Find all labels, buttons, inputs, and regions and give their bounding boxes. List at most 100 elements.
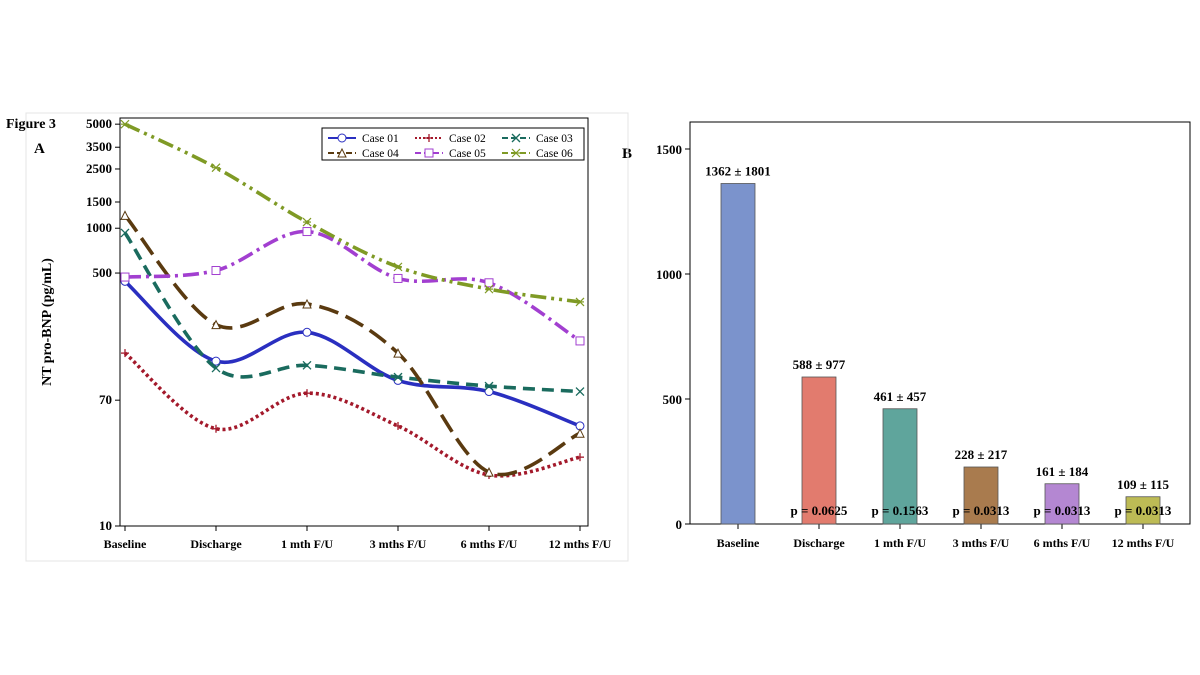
data-point-case-03-0 <box>120 228 130 238</box>
panel-b-x-tick-label: 6 mths F/U <box>1034 536 1091 550</box>
bar-value-label: 1362 ± 1801 <box>705 164 771 179</box>
panel-b-label: B <box>622 146 632 162</box>
data-point-case-02-2 <box>303 389 311 398</box>
figure-label: Figure 3 <box>6 117 56 132</box>
data-point-case-05-2 <box>302 227 312 237</box>
bar-value-label: 109 ± 115 <box>1117 477 1169 492</box>
legend-entry: Case 03 <box>536 133 573 145</box>
data-point-case-05-0 <box>120 272 130 282</box>
panel-b-x-tick-label: Discharge <box>793 536 845 550</box>
panel-b-x-tick-label: 1 mth F/U <box>874 536 926 550</box>
data-point-case-03-2 <box>302 360 312 370</box>
legend-entry: Case 04 <box>362 148 399 160</box>
bar-3-mths-f-u <box>963 466 999 525</box>
data-point-case-02-5 <box>576 453 584 462</box>
legend-marker <box>424 148 434 158</box>
series-line-case-05 <box>124 229 581 343</box>
panel-a-legend: Case 01 Case 02 Case 03 Case 04 Case 05 Case … <box>321 127 585 161</box>
bar-value-label: 228 ± 217 <box>955 447 1008 462</box>
data-point-case-06-1 <box>211 163 221 173</box>
data-point-case-02-0 <box>121 349 129 358</box>
panel-a-legend-box <box>321 127 585 161</box>
data-point-case-01-2 <box>302 327 312 337</box>
panel-a-y-tick-label: 2500 <box>86 161 112 176</box>
bar-baseline <box>720 183 756 525</box>
panel-b-y-tick-label: 500 <box>663 392 683 407</box>
data-point-case-04-0 <box>120 210 130 220</box>
legend-marker <box>511 148 521 158</box>
legend-entry: Case 02 <box>449 133 486 145</box>
panel-a-y-tick-label: 5000 <box>86 116 112 131</box>
data-point-case-04-3 <box>393 347 403 358</box>
data-point-case-05-5 <box>575 336 585 346</box>
legend-marker <box>337 147 347 158</box>
panel-a-line-chart: NT pro-BNP (pg/mL) 10 70 500 1000 1500 2500 35… <box>25 112 629 562</box>
data-point-case-01-1 <box>211 356 221 366</box>
data-point-case-03-1 <box>211 363 221 373</box>
panel-a-y-tick-label: 10 <box>99 518 112 533</box>
panel-a-x-tick-label: 3 mths F/U <box>370 537 427 551</box>
series-line-case-06 <box>124 122 581 304</box>
data-point-case-02-3 <box>394 421 402 430</box>
bar-discharge <box>801 376 837 525</box>
panel-b-y-tick-label: 1500 <box>656 142 682 157</box>
bar-1-mth-f-u <box>882 408 918 525</box>
panel-b-y-tick-label: 1000 <box>656 267 682 282</box>
panel-a-plot-frame <box>119 117 589 527</box>
data-point-case-06-3 <box>393 262 403 272</box>
data-point-case-03-3 <box>393 372 403 382</box>
panel-b-x-tick-label: 3 mths F/U <box>953 536 1010 550</box>
legend-entry: Case 05 <box>449 148 486 160</box>
panel-a-x-tick-label: 12 mths F/U <box>549 537 612 551</box>
series-line-case-02 <box>123 351 581 478</box>
bar-value-label: 161 ± 184 <box>1036 464 1089 479</box>
data-point-case-02-1 <box>212 424 220 433</box>
data-point-case-05-3 <box>393 273 403 283</box>
panel-b-y-tick-label: 0 <box>676 517 683 532</box>
data-point-case-04-1 <box>211 319 221 330</box>
panel-a-x-tick-label: Discharge <box>190 537 242 551</box>
bar-p-value-label: p = 0.0625 <box>791 503 848 518</box>
panel-a-x-tick-label: Baseline <box>104 537 147 551</box>
legend-marker <box>337 133 347 143</box>
panel-a-y-tick-label: 70 <box>99 392 112 407</box>
legend-entry: Case 01 <box>362 133 399 145</box>
panel-a-label: A <box>34 141 45 157</box>
legend-entry: Case 06 <box>536 148 573 160</box>
panel-b-bar-chart: 0 500 1000 1500 Baseline Discharge 1 mth F/U 3 … <box>656 121 1191 550</box>
data-point-case-03-4 <box>484 381 494 391</box>
series-line-case-03 <box>123 231 581 394</box>
panel-a-y-tick-label: 3500 <box>86 139 112 154</box>
data-point-case-05-1 <box>211 266 221 276</box>
panel-b-plot-frame <box>689 121 1191 525</box>
panel-a-y-tick-label: 500 <box>93 265 113 280</box>
panel-a-y-tick-label: 1500 <box>86 194 112 209</box>
data-point-case-05-4 <box>484 278 494 288</box>
panel-a-y-tick-label: 1000 <box>86 220 112 235</box>
data-point-case-06-0 <box>120 119 130 129</box>
bar-p-value-label: p = 0.0313 <box>1034 503 1091 518</box>
panel-a-outer-frame <box>25 112 629 562</box>
bar-p-value-label: p = 0.0313 <box>1115 503 1172 518</box>
panel-b-x-tick-label: Baseline <box>717 536 760 550</box>
data-point-case-06-5 <box>575 297 585 307</box>
data-point-case-06-4 <box>484 284 494 294</box>
data-point-case-03-5 <box>575 387 585 397</box>
data-point-case-04-4 <box>484 467 494 477</box>
panel-a-y-axis-label: NT pro-BNP (pg/mL) <box>40 258 55 386</box>
bar-value-label: 588 ± 977 <box>793 357 846 372</box>
panel-a-x-tick-label: 6 mths F/U <box>461 537 518 551</box>
bar-value-label: 461 ± 457 <box>874 389 927 404</box>
legend-marker <box>425 134 433 142</box>
data-point-case-04-2 <box>302 298 312 309</box>
bar-6-mths-f-u <box>1044 483 1080 525</box>
bar-12-mths-f-u <box>1125 496 1161 525</box>
bar-p-value-label: p = 0.0313 <box>953 503 1010 518</box>
data-point-case-06-2 <box>302 217 312 227</box>
panel-a-x-tick-label: 1 mth F/U <box>281 537 333 551</box>
series-line-case-04 <box>123 214 581 477</box>
bar-p-value-label: p = 0.1563 <box>872 503 929 518</box>
legend-marker <box>511 133 521 143</box>
panel-b-x-tick-label: 12 mths F/U <box>1112 536 1175 550</box>
